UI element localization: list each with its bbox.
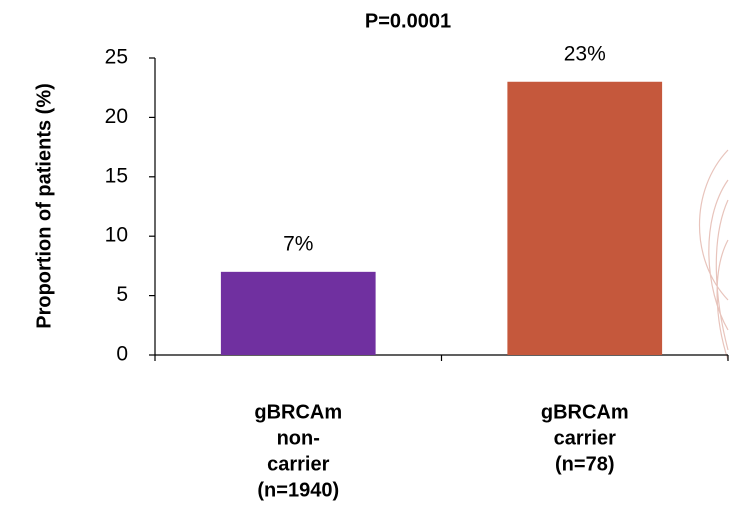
x-tick-label: carrier bbox=[267, 453, 329, 475]
value-label: 7% bbox=[283, 232, 313, 255]
x-tick-label: gBRCAm bbox=[254, 401, 342, 423]
bar bbox=[221, 272, 376, 355]
y-axis-label: Proportion of patients (%) bbox=[33, 83, 55, 329]
decoration bbox=[700, 150, 729, 360]
y-tick-label: 10 bbox=[105, 224, 128, 247]
y-tick-label: 5 bbox=[116, 283, 128, 306]
x-tick-label: non- bbox=[277, 427, 320, 449]
y-tick-label: 15 bbox=[105, 164, 128, 187]
x-tick-label: (n=78) bbox=[555, 453, 614, 475]
chart: P=0.0001 Proportion of patients (%) 0 5 10… bbox=[0, 0, 730, 531]
y-tick-label: 20 bbox=[105, 105, 128, 128]
x-tick-label: gBRCAm bbox=[541, 401, 629, 423]
bar bbox=[507, 82, 662, 355]
x-tick-label: (n=1940) bbox=[257, 479, 339, 501]
value-label: 23% bbox=[564, 42, 606, 65]
y-tick-label: 0 bbox=[116, 343, 128, 366]
y-tick-label: 25 bbox=[105, 46, 128, 69]
chart-title: P=0.0001 bbox=[365, 10, 451, 32]
x-tick-label: carrier bbox=[554, 427, 616, 449]
